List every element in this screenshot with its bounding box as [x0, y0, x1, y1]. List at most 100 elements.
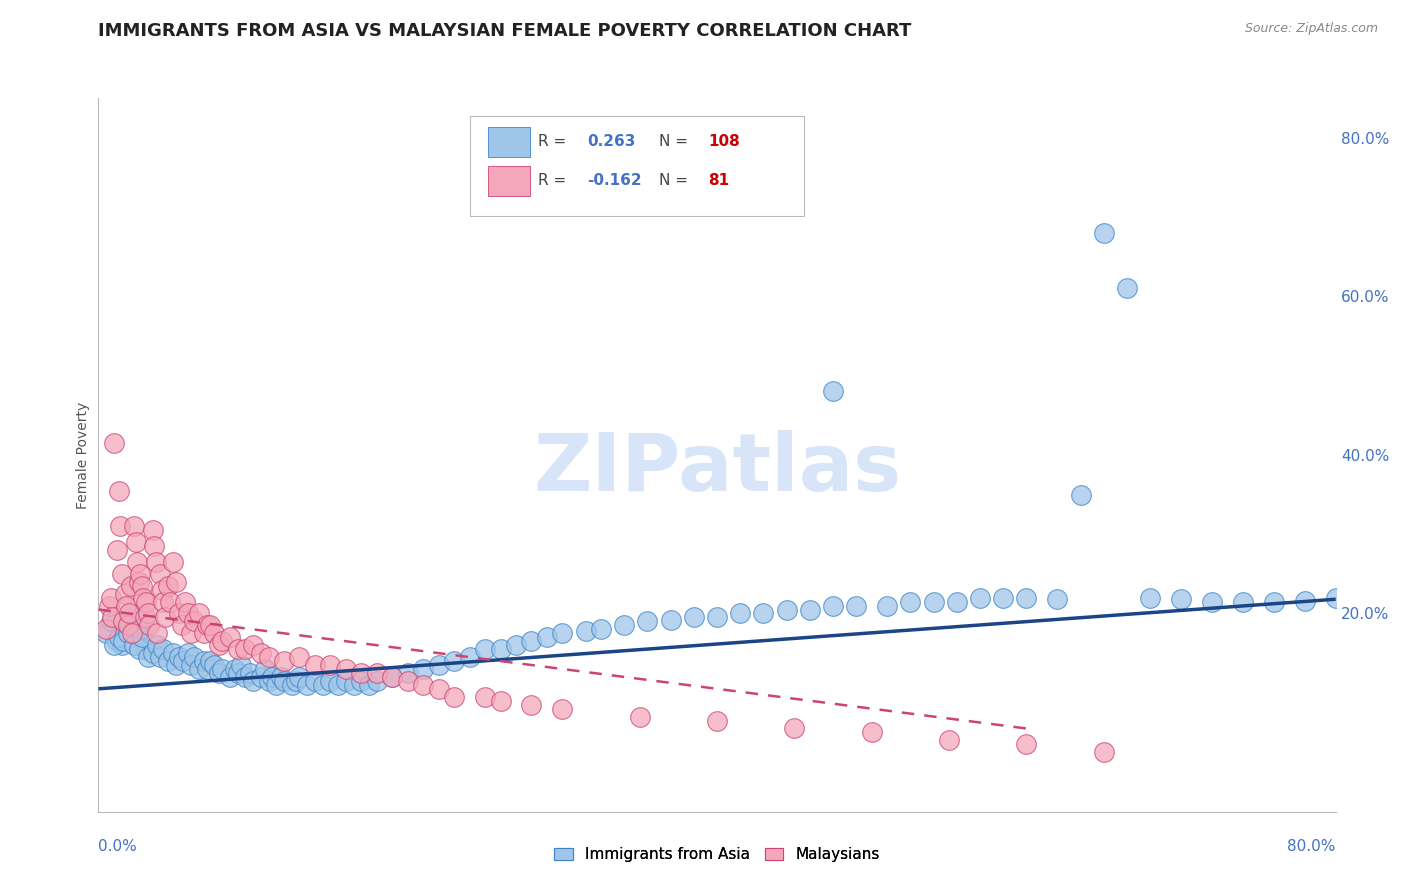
- Point: [270, 670, 292, 684]
- Point: [288, 650, 311, 665]
- Point: [195, 662, 218, 676]
- Point: [860, 725, 883, 739]
- Point: [520, 698, 543, 712]
- Point: [366, 673, 388, 688]
- Point: [128, 642, 150, 657]
- Text: -0.162: -0.162: [588, 173, 641, 188]
- Point: [177, 646, 200, 660]
- Point: [132, 591, 155, 605]
- Point: [162, 555, 184, 569]
- Point: [319, 658, 342, 673]
- Point: [177, 607, 200, 621]
- Point: [1232, 594, 1254, 608]
- Point: [288, 670, 311, 684]
- Point: [98, 599, 121, 613]
- Point: [122, 519, 145, 533]
- Point: [254, 662, 277, 676]
- Point: [118, 626, 141, 640]
- Point: [969, 591, 991, 605]
- Point: [226, 642, 249, 657]
- Point: [149, 650, 172, 665]
- Point: [1324, 591, 1347, 605]
- Point: [105, 543, 128, 558]
- Point: [489, 694, 512, 708]
- Point: [127, 555, 149, 569]
- Point: [103, 638, 125, 652]
- Point: [219, 670, 242, 684]
- Point: [131, 579, 153, 593]
- Point: [174, 594, 197, 608]
- Point: [96, 623, 118, 637]
- Point: [138, 618, 160, 632]
- Text: Source: ZipAtlas.com: Source: ZipAtlas.com: [1244, 22, 1378, 36]
- Point: [107, 483, 129, 498]
- Point: [152, 594, 174, 608]
- Point: [536, 630, 558, 644]
- Point: [180, 626, 202, 640]
- Point: [474, 690, 496, 704]
- Point: [131, 630, 153, 644]
- Point: [136, 650, 159, 665]
- Point: [752, 607, 775, 621]
- Point: [845, 599, 868, 613]
- Point: [226, 665, 249, 680]
- Point: [115, 599, 138, 613]
- Point: [412, 678, 434, 692]
- Point: [142, 523, 165, 537]
- Point: [111, 566, 134, 581]
- Point: [683, 610, 706, 624]
- Point: [1015, 591, 1038, 605]
- Point: [396, 673, 419, 688]
- Point: [118, 607, 141, 621]
- Point: [335, 673, 357, 688]
- Point: [129, 566, 152, 581]
- Text: N =: N =: [659, 173, 693, 188]
- Point: [165, 574, 187, 589]
- Point: [783, 722, 806, 736]
- Point: [922, 594, 945, 608]
- Point: [193, 654, 215, 668]
- Y-axis label: Female Poverty: Female Poverty: [76, 401, 90, 508]
- Point: [257, 673, 280, 688]
- Point: [427, 658, 450, 673]
- Point: [1046, 592, 1069, 607]
- Point: [285, 673, 308, 688]
- Text: R =: R =: [537, 173, 571, 188]
- Point: [357, 678, 380, 692]
- Point: [188, 662, 211, 676]
- Point: [170, 618, 193, 632]
- Point: [129, 623, 152, 637]
- Point: [145, 555, 167, 569]
- Point: [946, 594, 969, 608]
- Point: [115, 618, 138, 632]
- Text: 108: 108: [709, 134, 740, 149]
- Point: [636, 615, 658, 629]
- FancyBboxPatch shape: [488, 127, 530, 157]
- Point: [183, 615, 205, 629]
- Point: [326, 678, 350, 692]
- Point: [198, 618, 221, 632]
- Point: [613, 618, 636, 632]
- Point: [239, 665, 262, 680]
- Point: [799, 602, 821, 616]
- Point: [173, 654, 195, 668]
- Point: [335, 662, 357, 676]
- Point: [167, 650, 190, 665]
- Point: [117, 626, 139, 640]
- Point: [412, 662, 434, 676]
- Point: [776, 602, 799, 616]
- Point: [103, 436, 125, 450]
- Point: [101, 610, 124, 624]
- Text: R =: R =: [537, 134, 571, 149]
- Point: [1263, 594, 1285, 608]
- Point: [900, 594, 922, 608]
- Point: [242, 673, 264, 688]
- Point: [107, 630, 129, 644]
- Point: [208, 665, 231, 680]
- Point: [193, 626, 215, 640]
- Legend: Immigrants from Asia, Malaysians: Immigrants from Asia, Malaysians: [548, 841, 886, 868]
- Point: [108, 519, 131, 533]
- Point: [211, 634, 233, 648]
- Point: [551, 701, 574, 715]
- Point: [350, 673, 373, 688]
